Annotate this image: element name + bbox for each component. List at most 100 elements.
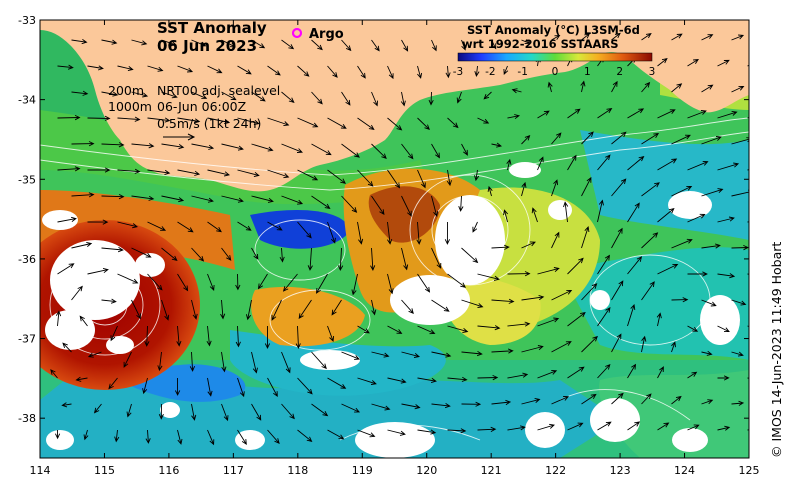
current-vector-arrow (747, 169, 749, 171)
current-vector-arrow (567, 108, 581, 119)
current-vector-arrow (474, 65, 480, 77)
current-vector-arrow (671, 395, 682, 405)
current-vector-arrow (145, 429, 151, 444)
current-vector-arrow (521, 294, 545, 301)
current-vector-arrow (461, 143, 468, 156)
current-vector-arrow (87, 267, 109, 275)
current-vector-arrow (87, 167, 111, 173)
current-vector-arrow (237, 429, 247, 445)
lat-tick-label: -38 (18, 412, 36, 425)
current-vector-arrow (671, 341, 676, 353)
current-vector-arrow (511, 88, 522, 94)
current-vector-arrow (281, 91, 295, 103)
current-vector-arrow (251, 403, 262, 421)
current-vector-arrow (147, 117, 171, 123)
current-vector-arrow (71, 141, 95, 147)
current-vector-arrow (281, 403, 295, 420)
current-vector-arrow (597, 363, 611, 379)
current-vector-arrow (611, 131, 627, 145)
current-vector-arrow (174, 377, 181, 396)
current-vector-arrow (281, 195, 304, 205)
current-vector-arrow (611, 227, 623, 249)
current-vector-arrow (416, 221, 422, 245)
current-vector-arrow (762, 87, 775, 92)
current-vector-arrow (131, 195, 155, 201)
current-vector-arrow (507, 321, 531, 327)
current-vector-arrow (597, 154, 611, 171)
current-vector-arrow (431, 143, 440, 159)
current-vector-arrow (747, 221, 749, 223)
current-vector-arrow (161, 91, 178, 99)
lat-tick-label: -34 (18, 94, 36, 107)
current-vector-arrow (717, 162, 740, 171)
current-vector-arrow (57, 263, 75, 275)
current-vector-arrow (551, 179, 559, 197)
current-vector-arrow (251, 39, 266, 49)
current-vector-arrow (641, 335, 647, 353)
current-vector-arrow (177, 169, 201, 176)
current-vector-arrow (341, 403, 361, 413)
current-vector-arrow (131, 299, 141, 320)
current-vector-arrow (731, 299, 747, 306)
current-vector-arrow (57, 166, 81, 172)
current-vector-arrow (311, 91, 323, 105)
current-vector-arrow (337, 247, 344, 272)
current-vector-arrow (581, 131, 594, 145)
current-vector-arrow (387, 429, 406, 436)
current-vector-arrow (641, 81, 651, 93)
current-vector-arrow (357, 377, 377, 385)
current-vector-arrow (371, 143, 387, 160)
current-vector-arrow (597, 108, 613, 119)
current-vector-arrow (327, 429, 345, 440)
current-vector-arrow (295, 325, 301, 350)
current-vector-arrow (71, 90, 89, 96)
current-vector-arrow (93, 403, 102, 414)
current-vector-arrow (401, 39, 409, 52)
current-vector-arrow (371, 195, 385, 216)
current-vector-arrow (177, 273, 189, 292)
colorbar-title: SST Anomaly (°C) L3SM-6d (467, 23, 640, 37)
current-vector-arrow (147, 221, 167, 231)
current-vector-arrow (472, 221, 478, 233)
current-vector-arrow (627, 304, 636, 327)
current-vector-arrow (567, 311, 586, 327)
contour-depth-200m: 200m (108, 83, 144, 98)
current-vector-arrow (580, 80, 586, 93)
current-vector-arrow (687, 160, 709, 171)
current-vector-arrow (237, 169, 260, 177)
current-vector-arrow (264, 326, 271, 350)
current-vector-arrow (54, 429, 61, 440)
current-vector-arrow (161, 247, 178, 262)
current-vector-arrow (417, 273, 431, 293)
current-vector-arrow (87, 65, 104, 71)
current-vector-arrow (147, 273, 163, 291)
current-vector-arrow (221, 351, 227, 373)
imos-credit: © IMOS 14-Jun-2023 11:49 Hobart (769, 242, 784, 458)
current-vector-arrow (251, 143, 274, 152)
lon-tick-label: 120 (416, 464, 437, 477)
current-vector-arrow (101, 91, 119, 97)
current-vector-arrow (401, 351, 421, 358)
current-vector-arrow (611, 32, 621, 41)
current-vector-arrow (400, 91, 406, 107)
current-vector-arrow (251, 351, 258, 374)
current-vector-arrow (401, 195, 412, 217)
current-vector-arrow (267, 377, 278, 398)
land-mass (40, 20, 749, 192)
current-vector-arrow (177, 65, 194, 73)
current-vector-arrow (551, 341, 572, 353)
current-vector-arrow (117, 168, 141, 174)
current-vector-arrow (131, 39, 148, 46)
current-vector-arrow (627, 363, 637, 379)
current-vector-arrow (281, 351, 291, 374)
current-vector-arrow (731, 189, 749, 197)
contour-depth-1000m: 1000m (108, 99, 152, 114)
current-vector-arrow (701, 136, 722, 145)
current-vector-arrow (627, 202, 640, 223)
current-vector-arrow (117, 65, 134, 72)
colorbar-tick-label: -2 (485, 66, 495, 78)
current-vector-arrow (267, 117, 290, 127)
current-vector-arrow (157, 351, 163, 372)
current-vector-arrow (297, 221, 312, 239)
